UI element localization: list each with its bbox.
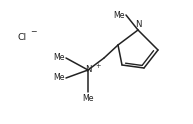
Text: N: N	[135, 20, 141, 29]
Text: N: N	[85, 65, 91, 75]
Text: Me: Me	[82, 94, 94, 104]
Text: Me: Me	[113, 11, 125, 19]
Text: Cl: Cl	[18, 33, 27, 43]
Text: −: −	[30, 27, 37, 36]
Text: +: +	[95, 63, 101, 69]
Text: Me: Me	[53, 74, 64, 82]
Text: Me: Me	[53, 53, 64, 62]
